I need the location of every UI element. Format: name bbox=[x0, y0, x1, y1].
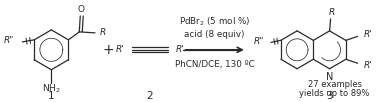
Text: 27 examples: 27 examples bbox=[308, 80, 361, 89]
Text: R: R bbox=[328, 8, 335, 17]
Text: O: O bbox=[78, 6, 85, 14]
Text: R': R' bbox=[364, 30, 372, 39]
Text: R': R' bbox=[364, 61, 372, 70]
Text: R': R' bbox=[116, 45, 124, 54]
Text: PdBr$_2$ (5 mol %): PdBr$_2$ (5 mol %) bbox=[179, 16, 250, 28]
Text: +: + bbox=[103, 43, 115, 57]
Text: N: N bbox=[326, 72, 333, 82]
Text: PhCN/DCE, 130 ºC: PhCN/DCE, 130 ºC bbox=[175, 60, 254, 69]
Text: R: R bbox=[100, 28, 106, 37]
Text: R": R" bbox=[4, 36, 14, 45]
Text: R": R" bbox=[254, 37, 264, 46]
Text: 3: 3 bbox=[326, 91, 333, 101]
Text: 2: 2 bbox=[147, 91, 153, 101]
Text: yields up to 89%: yields up to 89% bbox=[299, 89, 370, 98]
Text: 1: 1 bbox=[48, 91, 55, 101]
Text: acid (8 equiv): acid (8 equiv) bbox=[184, 30, 245, 39]
Text: NH$_2$: NH$_2$ bbox=[42, 82, 60, 95]
Text: R': R' bbox=[176, 45, 184, 54]
